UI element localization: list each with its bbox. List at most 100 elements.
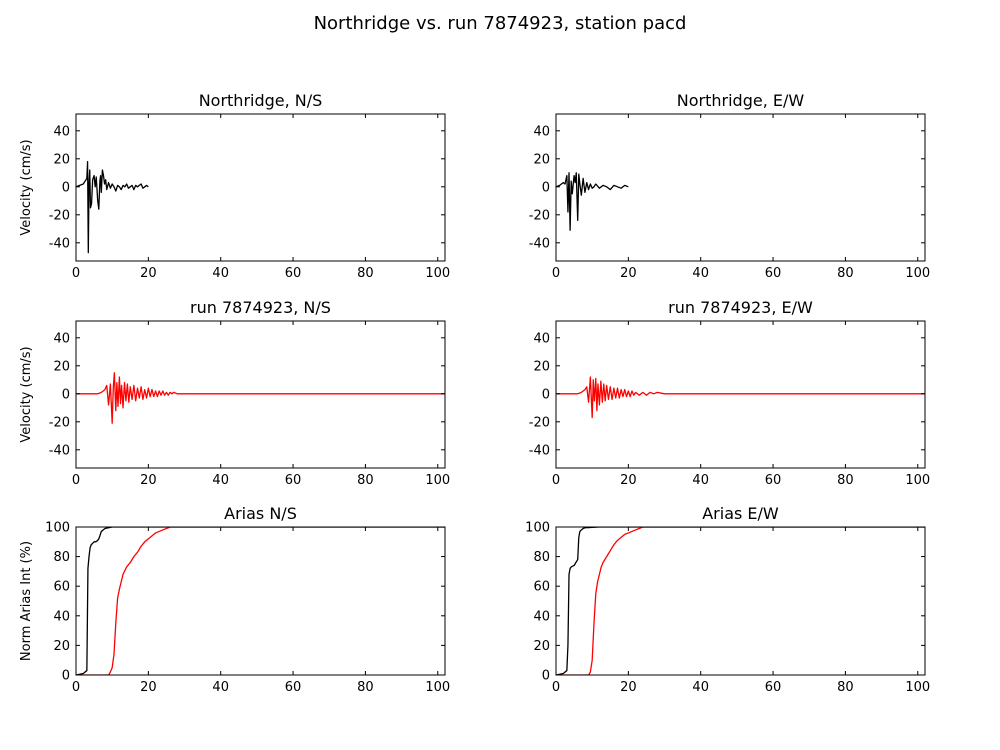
x-tick-label: 100: [425, 680, 450, 695]
subplot-3: 0 20 40 60 80 100 -40 -20 0 20 40 run 7874923, N/S V…: [19, 298, 450, 488]
x-tick-label: 40: [212, 266, 229, 281]
y-tick-label: 20: [533, 359, 550, 374]
x-tick-label: 60: [765, 680, 782, 695]
subplot-6: 0 20 40 60 80 100 0 20 40 60 80 100 Arias E/W: [525, 504, 930, 695]
plot-frame: [555, 320, 926, 469]
series-line-1: [556, 376, 925, 419]
x-tick-label: 80: [837, 266, 854, 281]
x-tick-label: 80: [357, 266, 374, 281]
y-tick-label: -20: [529, 415, 550, 430]
x-tick-label: 40: [692, 680, 709, 695]
y-tick-label: 20: [53, 639, 70, 654]
y-tick-label: 0: [62, 387, 70, 402]
x-tick-label: 20: [620, 473, 637, 488]
subplot-4: 0 20 40 60 80 100 -40 -20 0 20 40 run 7874923, E/W: [529, 298, 930, 488]
subplot-2: 0 20 40 60 80 100 -40 -20 0 20 40 Northridge, E/W: [529, 91, 930, 281]
x-tick-label: 60: [285, 473, 302, 488]
y-tick-label: 20: [533, 152, 550, 167]
y-tick-label: -40: [529, 236, 550, 251]
series-line-1: [76, 372, 445, 424]
subplot-title: Northridge, N/S: [199, 91, 323, 110]
x-tick-label: 80: [837, 473, 854, 488]
subplot-title: Arias E/W: [702, 504, 779, 523]
y-tick-label: 40: [533, 609, 550, 624]
subplot-1: 0 20 40 60 80 100 -40 -20 0 20 40 Northridge, N/S Ve…: [19, 91, 450, 281]
x-tick-label: 100: [905, 266, 930, 281]
plot-frame: [555, 526, 926, 676]
y-tick-label: 40: [53, 331, 70, 346]
y-tick-label: 20: [53, 359, 70, 374]
series-line-2: [76, 527, 445, 675]
x-tick-label: 0: [72, 473, 80, 488]
plot-frame: [75, 526, 446, 676]
x-tick-label: 80: [357, 680, 374, 695]
subplot-title: run 7874923, N/S: [190, 298, 331, 317]
x-tick-label: 20: [140, 680, 157, 695]
x-tick-label: 20: [140, 266, 157, 281]
y-tick-label: 60: [53, 580, 70, 595]
x-tick-label: 100: [905, 473, 930, 488]
x-tick-label: 60: [285, 266, 302, 281]
x-tick-label: 80: [837, 680, 854, 695]
plot-frame: [75, 113, 446, 262]
subplot-title: run 7874923, E/W: [668, 298, 813, 317]
x-tick-label: 100: [425, 266, 450, 281]
y-tick-label: 20: [533, 639, 550, 654]
x-tick-label: 20: [140, 473, 157, 488]
figure-title: Northridge vs. run 7874923, station pacd: [314, 13, 687, 34]
x-tick-label: 100: [905, 680, 930, 695]
plot-frame: [555, 113, 926, 262]
x-tick-label: 60: [765, 473, 782, 488]
y-tick-label: 0: [62, 180, 70, 195]
x-tick-label: 0: [552, 680, 560, 695]
x-tick-label: 0: [72, 266, 80, 281]
series-line-2: [556, 527, 925, 675]
y-tick-label: -20: [49, 415, 70, 430]
y-tick-label: 40: [533, 331, 550, 346]
y-tick-label: 60: [533, 580, 550, 595]
x-tick-label: 40: [212, 680, 229, 695]
x-tick-label: 20: [620, 266, 637, 281]
y-tick-label: 40: [53, 124, 70, 139]
y-tick-label: 40: [53, 609, 70, 624]
subplot-5: 0 20 40 60 80 100 0 20 40 60 80 100 Arias N/S Norm Ar…: [19, 504, 450, 695]
y-tick-label: -40: [49, 236, 70, 251]
x-tick-label: 0: [552, 473, 560, 488]
y-tick-label: 100: [525, 521, 550, 536]
x-tick-label: 40: [692, 473, 709, 488]
x-tick-label: 60: [285, 680, 302, 695]
y-tick-label: 20: [53, 152, 70, 167]
y-tick-label: -40: [49, 443, 70, 458]
x-tick-label: 80: [357, 473, 374, 488]
subplot-title: Northridge, E/W: [677, 91, 805, 110]
y-tick-label: 0: [542, 669, 550, 684]
x-tick-label: 0: [72, 680, 80, 695]
x-tick-label: 40: [212, 473, 229, 488]
y-axis-label: Norm Arias Int (%): [19, 541, 34, 661]
y-tick-label: -20: [529, 208, 550, 223]
x-tick-label: 20: [620, 680, 637, 695]
y-tick-label: 0: [542, 387, 550, 402]
y-tick-label: 0: [62, 669, 70, 684]
y-axis-label: Velocity (cm/s): [19, 346, 34, 442]
plot-frame: [75, 320, 446, 469]
x-tick-label: 60: [765, 266, 782, 281]
series-line-1: [76, 527, 445, 675]
y-tick-label: -20: [49, 208, 70, 223]
series-line-1: [76, 160, 149, 254]
y-axis-label: Velocity (cm/s): [19, 139, 34, 235]
y-tick-label: 0: [542, 180, 550, 195]
x-tick-label: 100: [425, 473, 450, 488]
x-tick-label: 40: [692, 266, 709, 281]
y-tick-label: 80: [53, 550, 70, 565]
y-tick-label: 80: [533, 550, 550, 565]
subplot-title: Arias N/S: [224, 504, 297, 523]
y-tick-label: -40: [529, 443, 550, 458]
x-tick-label: 0: [552, 266, 560, 281]
y-tick-label: 100: [45, 521, 70, 536]
subplot-grid: 0 20 40 60 80 100 -40 -20 0 20 40 Northridge, N/S Ve…: [19, 91, 930, 695]
series-line-1: [556, 172, 629, 231]
y-tick-label: 40: [533, 124, 550, 139]
